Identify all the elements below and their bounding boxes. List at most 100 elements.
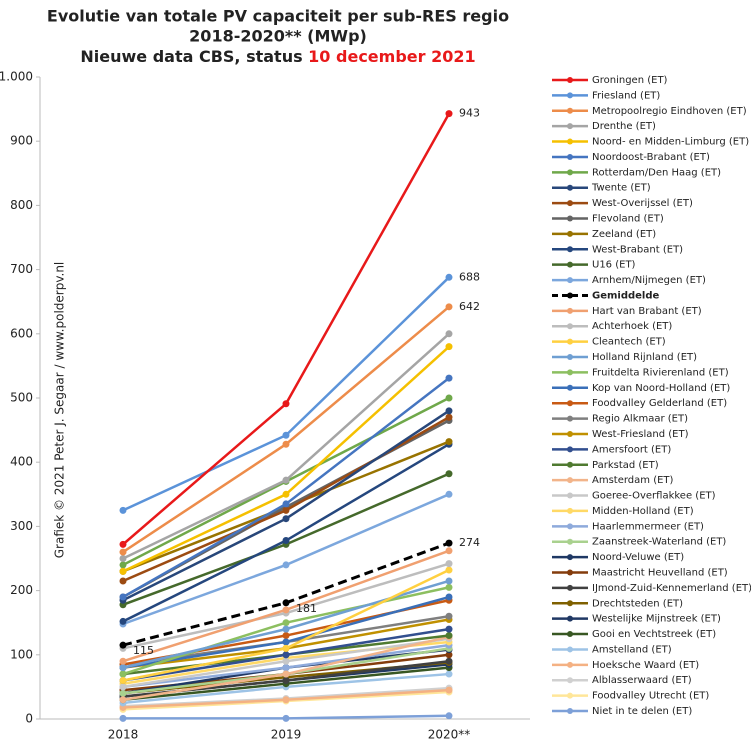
chart-title: Evolutie van totale PV capaciteit per su… — [47, 7, 509, 26]
chart-title: 2018-2020** (MWp) — [189, 27, 367, 46]
point — [282, 664, 290, 672]
y-tick-label: 700 — [10, 262, 33, 276]
point — [282, 561, 290, 569]
legend-label: Cleantech (ET) — [592, 337, 666, 348]
legend-label: U16 (ET) — [592, 260, 636, 271]
legend-marker — [567, 369, 573, 376]
legend-marker — [567, 430, 573, 437]
legend-marker — [567, 400, 573, 407]
legend-label: Foodvalley Utrecht (ET) — [592, 691, 709, 702]
point — [445, 490, 453, 498]
point — [282, 670, 290, 678]
y-tick-label: 100 — [10, 647, 33, 661]
point — [445, 110, 453, 118]
point — [119, 561, 127, 569]
point — [282, 537, 290, 545]
legend-label: Westelijke Mijnstreek (ET) — [592, 614, 721, 625]
point — [445, 625, 453, 633]
legend-label: Friesland (ET) — [592, 90, 660, 101]
legend-marker — [567, 461, 573, 468]
point — [445, 407, 453, 415]
legend-label: Alblasserwaard (ET) — [592, 675, 692, 686]
legend-marker — [567, 138, 573, 145]
legend-label: Holland Rijnland (ET) — [592, 352, 697, 363]
legend-marker — [567, 569, 573, 576]
y-tick-label: 600 — [10, 326, 33, 340]
point — [282, 515, 290, 523]
legend-marker — [567, 631, 573, 638]
y-tick-label: 0 — [25, 712, 33, 726]
point — [282, 431, 290, 439]
data-label: 181 — [296, 602, 317, 615]
legend-marker — [567, 492, 573, 499]
legend-marker — [567, 307, 573, 314]
data-label: 274 — [459, 536, 480, 549]
legend-marker — [567, 677, 573, 684]
legend-marker — [567, 246, 573, 253]
legend-marker — [567, 292, 573, 299]
point — [119, 696, 127, 704]
legend-label: Goeree-Overflakkee (ET) — [592, 491, 716, 502]
point — [119, 714, 127, 722]
legend-marker — [567, 615, 573, 622]
series-line — [122, 276, 450, 512]
legend-marker — [567, 230, 573, 237]
legend-label: Niet in te delen (ET) — [592, 706, 692, 717]
y-tick-label: 1.000 — [0, 70, 33, 84]
legend-marker — [567, 338, 573, 345]
legend-marker — [567, 184, 573, 191]
legend-label: Noord- en Midden-Limburg (ET) — [592, 137, 749, 148]
point — [119, 676, 127, 684]
point — [119, 567, 127, 575]
legend-label: Amsterdam (ET) — [592, 475, 674, 486]
legend-marker — [567, 261, 573, 268]
point — [119, 683, 127, 691]
point — [445, 657, 453, 665]
point — [282, 619, 290, 627]
legend-label: Zeeland (ET) — [592, 229, 656, 240]
point — [445, 470, 453, 478]
legend-label: Maastricht Heuvelland (ET) — [592, 567, 728, 578]
legend-marker — [567, 107, 573, 114]
legend-marker — [567, 646, 573, 653]
point — [445, 566, 453, 574]
legend-marker — [567, 692, 573, 699]
point — [445, 539, 453, 547]
point — [445, 577, 453, 585]
legend-label: Parkstad (ET) — [592, 460, 659, 471]
point — [445, 651, 453, 659]
point — [445, 547, 453, 555]
point — [119, 506, 127, 514]
point — [119, 657, 127, 665]
legend-marker — [567, 200, 573, 207]
point — [445, 330, 453, 338]
legend-label: Zaanstreek-Waterland (ET) — [592, 537, 726, 548]
legend-marker — [567, 277, 573, 284]
point — [445, 593, 453, 601]
legend-label: Flevoland (ET) — [592, 214, 664, 225]
legend-label: Haarlemmermeer (ET) — [592, 521, 704, 532]
point — [445, 686, 453, 694]
legend-marker — [567, 92, 573, 99]
point — [119, 555, 127, 562]
legend-marker — [567, 538, 573, 545]
point — [119, 540, 127, 548]
point — [445, 712, 453, 720]
point — [119, 641, 127, 649]
legend-marker — [567, 708, 573, 714]
legend-marker — [567, 323, 573, 330]
point — [445, 343, 453, 351]
x-tick-label: 2020** — [428, 728, 471, 742]
legend-label: Regio Alkmaar (ET) — [592, 414, 688, 425]
point — [282, 638, 290, 646]
legend-marker — [567, 415, 573, 422]
legend-label: IJmond-Zuid-Kennemerland (ET) — [592, 583, 751, 594]
point — [445, 438, 453, 446]
x-tick-label: 2018 — [108, 728, 139, 742]
point — [445, 612, 453, 620]
point — [445, 303, 453, 311]
point — [445, 394, 453, 402]
point — [282, 676, 290, 684]
point — [282, 651, 290, 659]
